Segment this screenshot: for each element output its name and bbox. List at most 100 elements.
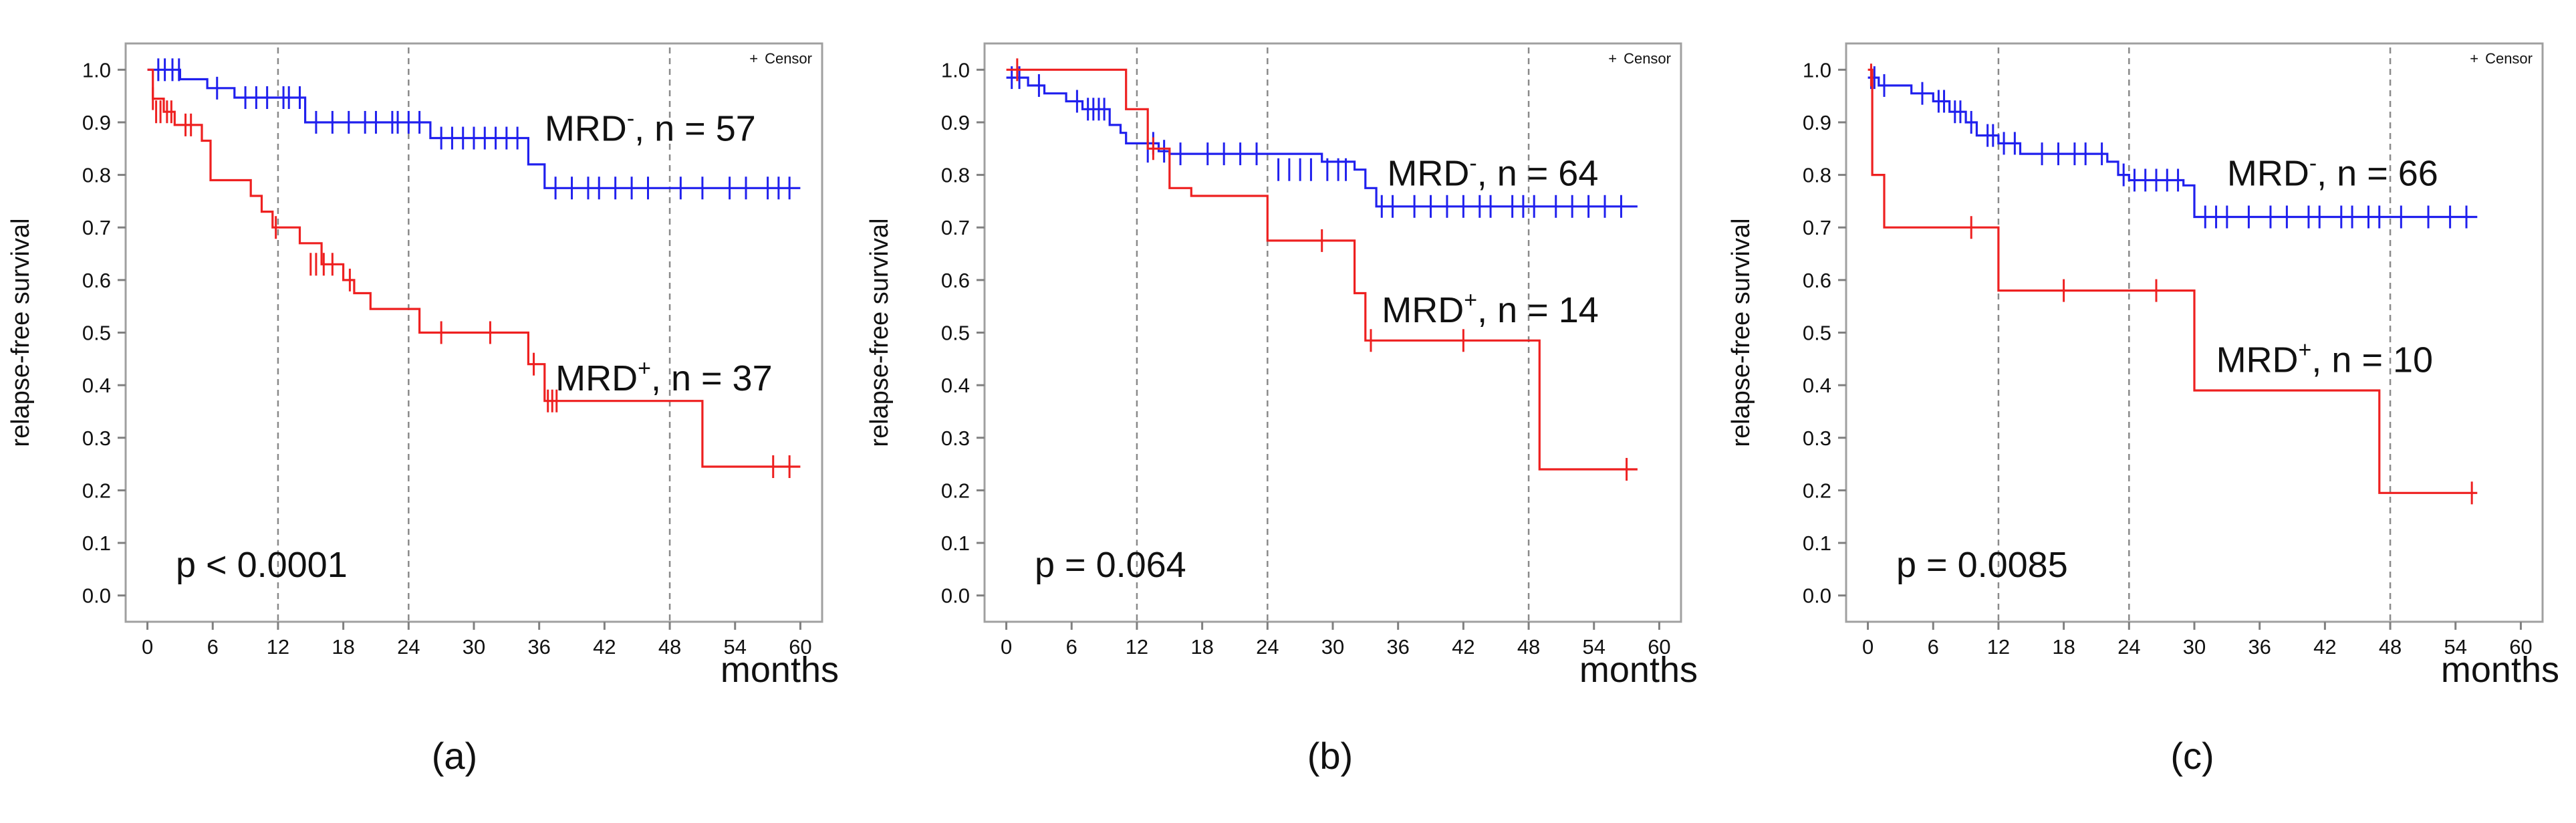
y-tick-label: 1.0 (82, 58, 111, 82)
censor-legend: + Censor (1608, 50, 1671, 67)
x-tick-label: 12 (1126, 635, 1148, 659)
series-mrd-neg: MRD-, n = 64 (1006, 66, 1638, 218)
y-tick-label: 0.9 (941, 111, 970, 134)
series-label: MRD+, n = 10 (2216, 337, 2434, 380)
censor-legend-label: Censor (2485, 50, 2533, 67)
x-tick-label: 42 (593, 635, 616, 659)
y-tick-label: 0.8 (941, 164, 970, 187)
x-tick-label: 18 (2052, 635, 2075, 659)
series-label-n: , n = 64 (1477, 153, 1599, 193)
series-label: MRD-, n = 66 (2227, 150, 2438, 193)
series-mrd-pos: MRD+, n = 10 (1867, 64, 2478, 505)
series-mrd-pos: MRD+, n = 37 (147, 68, 801, 479)
y-tick-label: 0.6 (1803, 269, 1831, 292)
y-tick-label: 0.8 (82, 164, 111, 187)
x-tick-label: 0 (1862, 635, 1874, 659)
panel-label: (a) (432, 735, 477, 777)
y-tick-label: 0.2 (82, 479, 111, 502)
series-label: MRD+, n = 37 (555, 356, 773, 398)
survival-curve (1867, 76, 2478, 219)
censor-legend: + Censor (749, 50, 812, 67)
series-label-name: MRD (545, 108, 627, 148)
y-tick-label: 0.5 (82, 322, 111, 345)
y-tick-label: 0.3 (82, 427, 111, 450)
x-tick-label: 48 (658, 635, 681, 659)
x-tick-label: 24 (2117, 635, 2140, 659)
series-label-sup: - (2309, 150, 2317, 176)
y-tick-label: 0.9 (82, 111, 111, 134)
y-tick-label: 0.1 (941, 532, 970, 555)
y-tick-label: 0.6 (82, 269, 111, 292)
x-tick-label: 12 (267, 635, 289, 659)
survival-curve (147, 68, 801, 468)
series-label: MRD+, n = 14 (1382, 287, 1599, 330)
y-tick-label: 1.0 (941, 58, 970, 82)
x-tick-label: 60 (789, 635, 811, 659)
survival-curve (147, 68, 801, 189)
x-tick-label: 12 (1987, 635, 2010, 659)
y-tick-label: 0.3 (941, 427, 970, 450)
x-tick-label: 18 (332, 635, 354, 659)
x-tick-label: 60 (2509, 635, 2532, 659)
x-tick-label: 0 (1001, 635, 1012, 659)
series-label-name: MRD (1387, 153, 1469, 193)
x-axis-label: months (1579, 650, 1698, 690)
y-tick-label: 0.0 (1803, 584, 1831, 608)
panel-label: (b) (1307, 735, 1353, 777)
y-tick-label: 0.7 (1803, 216, 1831, 239)
y-tick-label: 1.0 (1803, 58, 1831, 82)
survival-curve (1006, 76, 1638, 208)
survival-curve (1867, 68, 2478, 494)
y-tick-label: 0.4 (82, 374, 111, 397)
series-label-n: , n = 57 (634, 108, 756, 148)
series-label-sup: + (638, 356, 651, 381)
p-value: p = 0.064 (1035, 545, 1186, 585)
y-tick-label: 0.7 (82, 216, 111, 239)
series-label-sup: - (1469, 150, 1476, 176)
series-label-n: , n = 66 (2317, 153, 2438, 193)
censor-legend-symbol: + (1608, 50, 1617, 67)
y-tick-label: 0.2 (1803, 479, 1831, 502)
x-tick-label: 30 (1321, 635, 1344, 659)
plot-frame (983, 42, 1682, 623)
x-tick-label: 6 (1928, 635, 1939, 659)
y-tick-label: 0.7 (941, 216, 970, 239)
x-tick-label: 0 (142, 635, 153, 659)
y-tick-label: 0.8 (1803, 164, 1831, 187)
series-label-sup: - (627, 106, 634, 131)
x-tick-label: 54 (1583, 635, 1605, 659)
y-tick-label: 0.9 (1803, 111, 1831, 134)
x-axis-label: months (2441, 650, 2559, 690)
y-tick-label: 0.5 (941, 322, 970, 345)
y-axis-label: relapse-free survival (1727, 218, 1755, 447)
y-axis-label: relapse-free survival (866, 218, 894, 447)
x-tick-label: 18 (1190, 635, 1213, 659)
x-tick-label: 60 (1648, 635, 1670, 659)
series-label-name: MRD (555, 358, 638, 398)
series-label-n: , n = 10 (2311, 340, 2433, 380)
x-tick-label: 54 (2444, 635, 2467, 659)
x-tick-label: 6 (207, 635, 219, 659)
x-tick-label: 42 (1452, 635, 1474, 659)
x-tick-label: 24 (397, 635, 420, 659)
x-axis-label: months (721, 650, 839, 690)
x-tick-label: 36 (1386, 635, 1409, 659)
chart-panel-2: 0.0 0.1 0.2 0.3 0.4 0.5 0.6 0.7 0.8 0.9 1.0 0 6 12 18 2… (866, 42, 1698, 777)
series-label-name: MRD (2227, 153, 2309, 193)
survival-curve (1006, 68, 1638, 471)
panel-label: (c) (2170, 735, 2214, 777)
series-mrd-pos: MRD+, n = 14 (1006, 58, 1638, 481)
y-tick-label: 0.5 (1803, 322, 1831, 345)
x-tick-label: 54 (724, 635, 747, 659)
x-tick-label: 48 (1517, 635, 1540, 659)
x-tick-label: 36 (527, 635, 550, 659)
x-tick-label: 30 (463, 635, 485, 659)
y-tick-label: 0.0 (82, 584, 111, 608)
y-axis-label: relapse-free survival (7, 218, 35, 447)
y-tick-label: 0.1 (82, 532, 111, 555)
x-tick-label: 6 (1066, 635, 1077, 659)
series-label-n: , n = 37 (651, 358, 773, 398)
y-tick-label: 0.4 (941, 374, 970, 397)
y-tick-label: 0.4 (1803, 374, 1831, 397)
